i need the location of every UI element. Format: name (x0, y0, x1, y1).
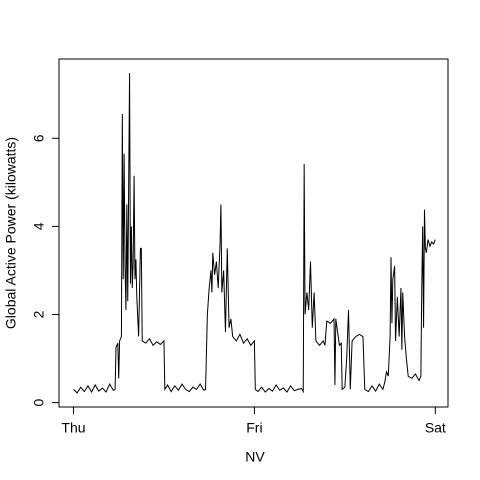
x-tick-label: Sat (425, 420, 446, 436)
y-axis-label: Global Active Power (kilowatts) (3, 137, 19, 329)
power-line (73, 73, 436, 394)
plot-box (58, 58, 449, 408)
y-tick-label: 6 (31, 134, 47, 142)
x-tick-label: Fri (246, 420, 262, 436)
x-axis-label: NV (245, 449, 265, 465)
y-tick-label: 0 (31, 398, 47, 406)
y-tick-label: 4 (31, 222, 47, 230)
x-tick-label: Thu (61, 420, 85, 436)
y-tick-label: 2 (31, 310, 47, 318)
